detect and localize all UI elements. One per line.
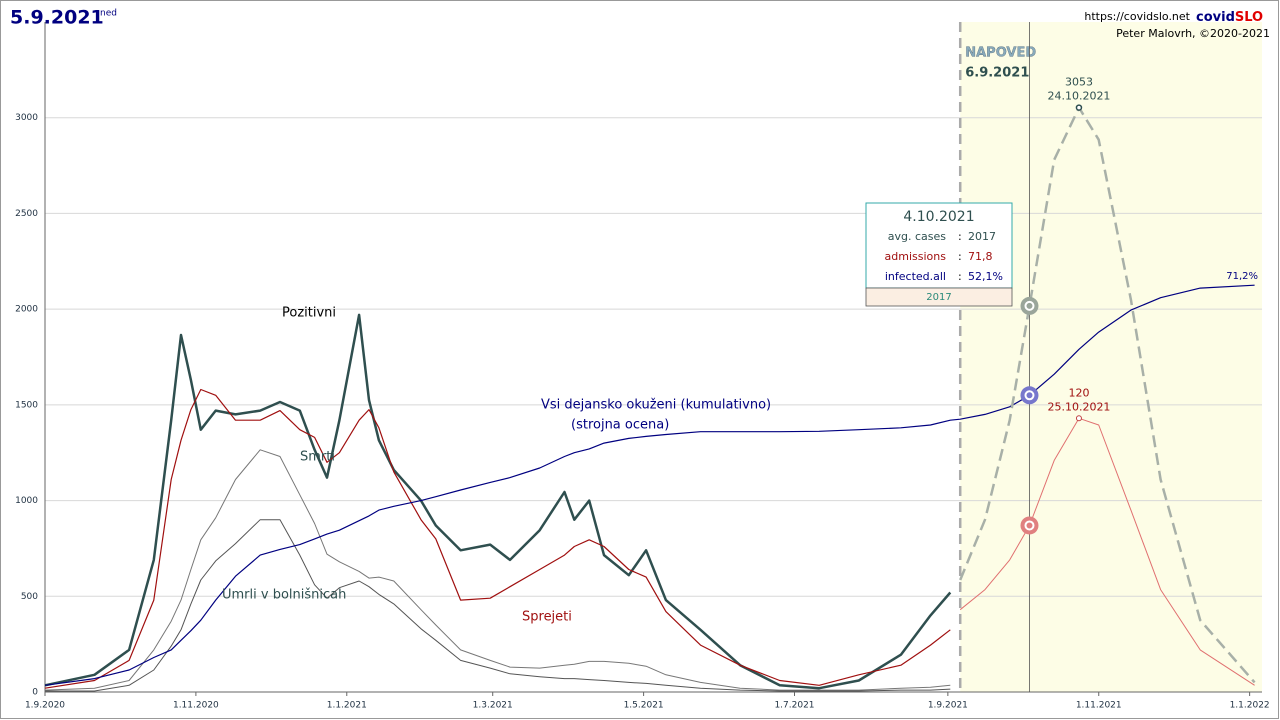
tooltip-sep: : [958,230,962,243]
series-label: Sprejeti [522,610,572,625]
x-tick-label: 1.3.2021 [473,701,513,711]
series-label: Vsi dejansko okuženi (kumulativno) [541,398,771,413]
weekday: ned [100,9,117,19]
tooltip-value: 2017 [968,230,996,243]
x-tick-label: 1.7.2021 [774,701,814,711]
peak-value: 120 [1068,386,1089,399]
date-marker [1020,386,1039,405]
brand: covidSLO [1196,10,1263,25]
series-note: (strojna ocena) [571,418,669,433]
y-tick-label: 500 [21,592,38,602]
peak-marker [1075,415,1082,422]
series-label: Pozitivni [282,306,336,321]
brand-part: covid [1196,10,1235,25]
peak-date: 24.10.2021 [1047,90,1110,103]
series-label: Smrti [300,450,335,465]
tooltip-date: 4.10.2021 [903,209,974,225]
tooltip-sep: : [958,270,962,283]
series-line [44,449,951,691]
y-tick-label: 0 [32,688,38,698]
forecast-label: NAPOVED [965,46,1036,61]
y-tick-label: 1500 [15,400,38,410]
series-line [45,519,951,692]
x-tick-label: 1.9.2020 [25,701,65,711]
tooltip-sep: : [958,250,962,263]
brand-part: SLO [1235,10,1263,25]
tooltip-footer-value: 2017 [926,292,951,303]
tooltip-footer [865,287,1013,307]
tooltip-label: infected.all [885,270,946,283]
peak-marker [1075,104,1083,111]
x-tick-label: 1.5.2021 [624,701,664,711]
x-tick-label: 1.1.2022 [1230,701,1270,711]
y-tick-label: 2500 [15,209,38,219]
x-tick-label: 1.11.2020 [173,701,219,711]
date-marker-ring [1024,390,1035,401]
y-tick-label: 1000 [15,496,38,506]
series-label: Umrli v bolnišnicah [222,588,346,603]
end-label: 71,2% [1226,271,1258,282]
tooltip-value: 52,1% [968,270,1003,283]
date-marker-ring [1024,520,1035,531]
peak-value: 3053 [1065,76,1093,89]
tooltip-value: 71,8 [968,250,993,263]
source-url: https://covidslo.net [1084,10,1190,23]
x-tick-label: 1.1.2021 [327,701,367,711]
date-marker [1020,516,1039,535]
forecast-date: 6.9.2021 [965,66,1029,81]
date-title: 5.9.2021 [10,7,104,29]
x-tick-label: 1.11.2021 [1076,701,1122,711]
date-marker [1020,296,1039,315]
y-tick-label: 3000 [15,113,38,123]
tooltip-box [865,202,1013,289]
peak-date: 25.10.2021 [1047,400,1110,413]
series-line [44,284,1255,686]
y-tick-label: 2000 [15,305,38,315]
background-layer [45,22,1262,693]
x-tick-label: 1.9.2021 [928,701,968,711]
series-line [44,388,951,689]
tooltip-label: avg. cases [888,230,947,243]
author: Peter Malovrh, ©2020-2021 [1116,27,1270,40]
tooltip-label: admissions [885,250,947,263]
forecast-region [960,22,1262,692]
date-marker-ring [1024,300,1035,311]
